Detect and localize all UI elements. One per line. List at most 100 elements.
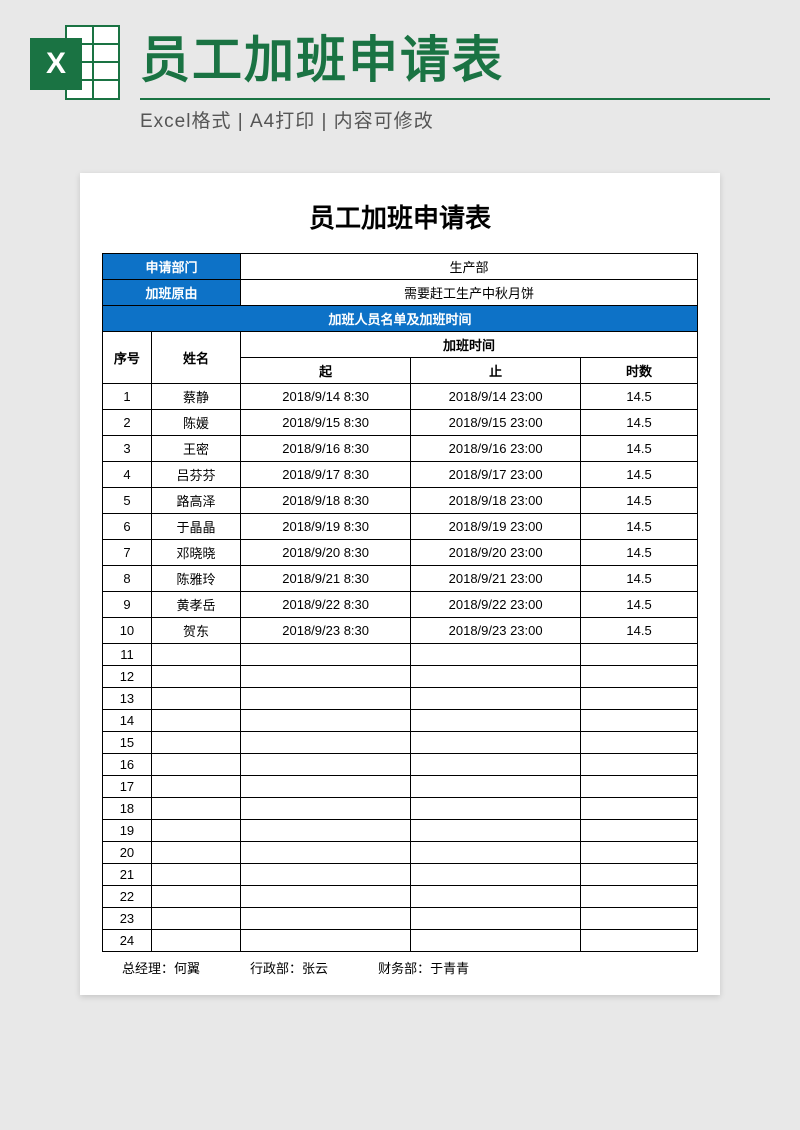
table-row: 13 [103,688,698,710]
cell-end [411,688,581,710]
table-row: 9黄孝岳2018/9/22 8:302018/9/22 23:0014.5 [103,592,698,618]
cell-end: 2018/9/20 23:00 [411,540,581,566]
dept-value: 生产部 [241,254,698,280]
cell-start: 2018/9/15 8:30 [241,410,411,436]
cell-name [151,666,240,688]
table-row: 18 [103,798,698,820]
table-row: 7邓晓晓2018/9/20 8:302018/9/20 23:0014.5 [103,540,698,566]
cell-seq: 11 [103,644,152,666]
cell-hours [581,908,698,930]
cell-seq: 16 [103,754,152,776]
cell-start [241,754,411,776]
section-header: 加班人员名单及加班时间 [103,306,698,332]
cell-hours [581,688,698,710]
document-paper: 员工加班申请表 申请部门 生产部 加班原由 需要赶工生产中秋月饼 加班人员名单及… [80,173,720,995]
table-row: 21 [103,864,698,886]
cell-hours [581,666,698,688]
table-row: 23 [103,908,698,930]
cell-end: 2018/9/16 23:00 [411,436,581,462]
table-row: 11 [103,644,698,666]
table-row: 24 [103,930,698,952]
cell-seq: 21 [103,864,152,886]
cell-start [241,688,411,710]
table-row: 8陈雅玲2018/9/21 8:302018/9/21 23:0014.5 [103,566,698,592]
cell-name: 陈雅玲 [151,566,240,592]
cell-end: 2018/9/18 23:00 [411,488,581,514]
cell-seq: 4 [103,462,152,488]
col-hours-header: 时数 [581,358,698,384]
cell-seq: 14 [103,710,152,732]
cell-name [151,930,240,952]
cell-start: 2018/9/14 8:30 [241,384,411,410]
table-row: 22 [103,886,698,908]
table-row: 5路高泽2018/9/18 8:302018/9/18 23:0014.5 [103,488,698,514]
table-row: 19 [103,820,698,842]
cell-hours [581,710,698,732]
cell-name [151,644,240,666]
col-name-header: 姓名 [151,332,240,384]
cell-name [151,754,240,776]
table-row: 3王密2018/9/16 8:302018/9/16 23:0014.5 [103,436,698,462]
cell-name [151,820,240,842]
overtime-table: 申请部门 生产部 加班原由 需要赶工生产中秋月饼 加班人员名单及加班时间 序号 … [102,253,698,952]
cell-start [241,930,411,952]
excel-badge-letter: X [30,38,82,90]
cell-end [411,820,581,842]
cell-hours [581,886,698,908]
admin-value: 张云 [302,961,328,976]
table-row: 15 [103,732,698,754]
cell-start: 2018/9/17 8:30 [241,462,411,488]
col-seq-header: 序号 [103,332,152,384]
cell-seq: 13 [103,688,152,710]
cell-start: 2018/9/18 8:30 [241,488,411,514]
table-row: 14 [103,710,698,732]
admin-label: 行政部： [250,961,302,976]
cell-start [241,820,411,842]
cell-end [411,754,581,776]
cell-end: 2018/9/23 23:00 [411,618,581,644]
cell-name [151,886,240,908]
cell-name [151,908,240,930]
cell-seq: 6 [103,514,152,540]
cell-start [241,908,411,930]
cell-start [241,644,411,666]
cell-name [151,776,240,798]
cell-seq: 7 [103,540,152,566]
reason-value: 需要赶工生产中秋月饼 [241,280,698,306]
cell-end [411,776,581,798]
col-end-header: 止 [411,358,581,384]
cell-hours: 14.5 [581,462,698,488]
cell-hours: 14.5 [581,384,698,410]
cell-name [151,732,240,754]
cell-end [411,798,581,820]
cell-start [241,886,411,908]
cell-hours [581,798,698,820]
cell-name: 邓晓晓 [151,540,240,566]
cell-start: 2018/9/23 8:30 [241,618,411,644]
cell-hours [581,776,698,798]
cell-hours [581,754,698,776]
cell-seq: 18 [103,798,152,820]
cell-start: 2018/9/21 8:30 [241,566,411,592]
excel-icon: X [30,20,120,110]
cell-hours: 14.5 [581,488,698,514]
cell-seq: 1 [103,384,152,410]
table-row: 10贺东2018/9/23 8:302018/9/23 23:0014.5 [103,618,698,644]
cell-start [241,776,411,798]
col-time-group-header: 加班时间 [241,332,698,358]
cell-hours [581,864,698,886]
cell-start: 2018/9/16 8:30 [241,436,411,462]
cell-hours [581,842,698,864]
cell-name: 路高泽 [151,488,240,514]
finance-value: 于青青 [430,961,469,976]
cell-end: 2018/9/22 23:00 [411,592,581,618]
col-start-header: 起 [241,358,411,384]
gm-label: 总经理： [122,961,174,976]
cell-start [241,732,411,754]
cell-end: 2018/9/19 23:00 [411,514,581,540]
cell-end: 2018/9/21 23:00 [411,566,581,592]
cell-name [151,842,240,864]
cell-name: 吕芬芬 [151,462,240,488]
table-row: 17 [103,776,698,798]
cell-start: 2018/9/22 8:30 [241,592,411,618]
